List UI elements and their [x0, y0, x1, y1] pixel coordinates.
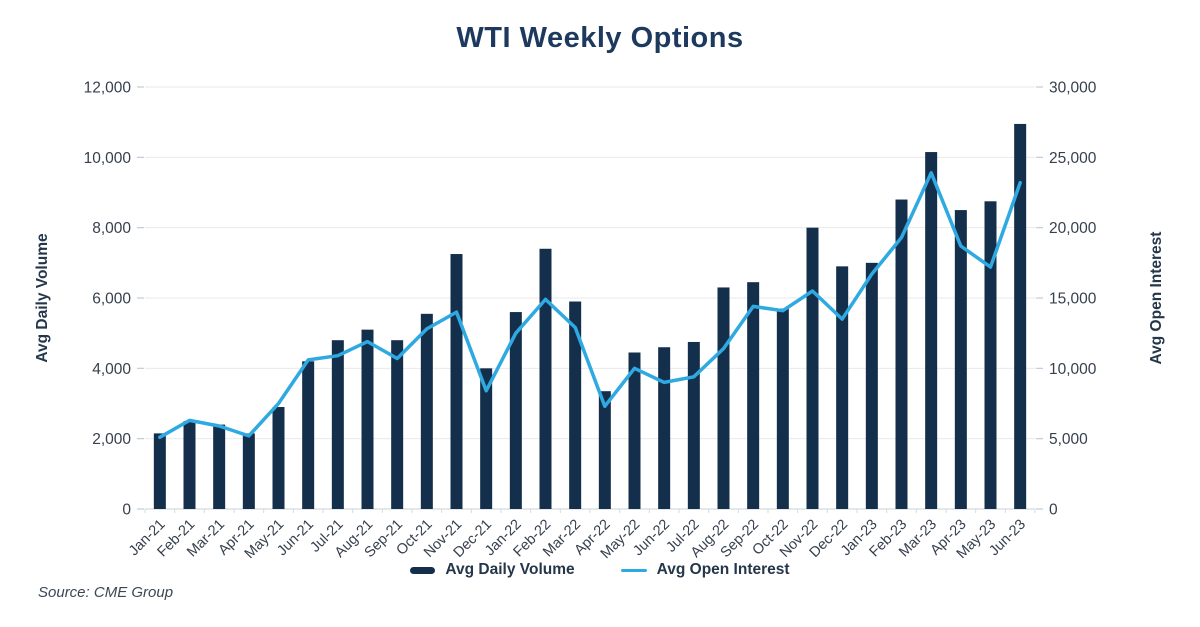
- volume-bar: [984, 201, 997, 509]
- volume-bar: [806, 227, 819, 509]
- page-title: WTI Weekly Options: [456, 22, 744, 54]
- volume-bar: [776, 308, 789, 509]
- volume-bar: [509, 312, 522, 509]
- y-axis-tick-label-right: 0: [1049, 502, 1058, 519]
- legend-item-volume: Avg Daily Volume: [410, 561, 575, 579]
- volume-bar: [450, 254, 463, 509]
- legend-item-open-interest: Avg Open Interest: [620, 561, 790, 579]
- y-axis-title-left: Avg Daily Volume: [34, 233, 51, 363]
- y-axis-tick-label-right: 15,000: [1049, 291, 1097, 308]
- legend: Avg Daily Volume Avg Open Interest: [0, 561, 1200, 579]
- volume-bar: [302, 361, 315, 509]
- volume-bar: [836, 266, 849, 509]
- volume-bar: [598, 391, 611, 509]
- y-axis-tick-label-left: 4,000: [92, 361, 131, 378]
- y-axis-tick-label-right: 20,000: [1049, 220, 1097, 237]
- y-axis-tick-label-left: 10,000: [84, 150, 132, 167]
- volume-bar: [153, 433, 166, 509]
- volume-bar: [717, 287, 730, 509]
- y-axis-tick-label-left: 0: [122, 502, 131, 519]
- y-axis-tick-label-left: 2,000: [92, 431, 131, 448]
- y-axis-tick-label-right: 25,000: [1049, 150, 1097, 167]
- y-axis-tick-label-left: 8,000: [92, 220, 131, 237]
- y-axis-tick-label-right: 30,000: [1049, 80, 1097, 97]
- volume-bar: [658, 347, 671, 509]
- volume-bar: [420, 313, 433, 509]
- volume-bar: [539, 248, 552, 509]
- volume-bar: [480, 368, 493, 509]
- volume-bar: [687, 341, 700, 509]
- legend-line-swatch: [620, 568, 647, 572]
- y-axis-tick-label-right: 10,000: [1049, 361, 1097, 378]
- volume-bar: [183, 421, 196, 509]
- volume-bar: [925, 152, 938, 509]
- volume-bar: [391, 340, 404, 509]
- volume-bar: [213, 424, 226, 509]
- volume-bar: [331, 340, 344, 509]
- volume-bar: [628, 352, 641, 509]
- volume-bar: [747, 282, 760, 509]
- y-axis-title-right: Avg Open Interest: [1148, 232, 1165, 365]
- open-interest-line: [158, 171, 1022, 440]
- volume-bar: [569, 301, 582, 509]
- source-note: Source: CME Group: [38, 584, 174, 601]
- volume-bar: [272, 407, 285, 509]
- volume-bar: [242, 433, 255, 509]
- volume-bar: [1014, 123, 1027, 510]
- y-axis-tick-label-left: 6,000: [92, 291, 131, 308]
- volume-bar: [954, 210, 967, 510]
- volume-bar: [361, 329, 374, 509]
- y-axis-tick-label-right: 5,000: [1049, 431, 1088, 448]
- volume-bar: [895, 199, 908, 510]
- volume-bar: [865, 262, 878, 509]
- legend-label-open-interest: Avg Open Interest: [656, 561, 790, 578]
- legend-bar-swatch: [410, 566, 436, 574]
- y-axis-tick-label-left: 12,000: [84, 80, 132, 97]
- legend-label-volume: Avg Daily Volume: [445, 561, 575, 578]
